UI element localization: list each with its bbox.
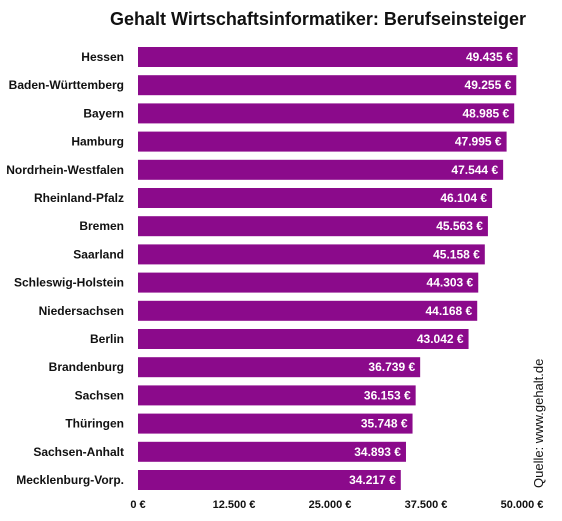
- bar-value-label: 44.168 €: [425, 304, 472, 318]
- bar: [138, 357, 421, 378]
- x-axis-ticks: 0 € 12.500 € 25.000 € 37.500 € 50.000 €: [130, 499, 543, 511]
- category-label: Berlin: [90, 332, 124, 346]
- bar: [138, 216, 488, 237]
- category-label: Saarland: [73, 247, 124, 261]
- bar-value-label: 47.544 €: [451, 163, 498, 177]
- category-label: Baden-Württemberg: [9, 78, 124, 92]
- category-label: Nordrhein-Westfalen: [6, 163, 124, 177]
- bar: [138, 103, 515, 124]
- bar-value-label: 36.153 €: [364, 388, 411, 402]
- bar: [138, 385, 416, 406]
- bar: [138, 413, 413, 434]
- bars-group: Hessen 49.435 € Baden-Württemberg 49.255 € B…: [6, 47, 518, 490]
- bar-value-label: 45.563 €: [436, 219, 483, 233]
- bar-value-label: 36.739 €: [368, 360, 415, 374]
- bar-value-label: 34.217 €: [349, 473, 396, 487]
- bar-value-label: 48.985 €: [462, 106, 509, 120]
- source-note: Quelle: www.gehalt.de: [531, 359, 546, 488]
- bar: [138, 470, 401, 490]
- category-label: Schleswig-Holstein: [14, 276, 124, 290]
- x-tick-label: 0 €: [130, 499, 145, 511]
- bar: [138, 300, 478, 321]
- bar: [138, 159, 504, 180]
- bar-value-label: 47.995 €: [455, 135, 502, 149]
- bar: [138, 188, 493, 208]
- bar: [138, 47, 518, 67]
- bar: [138, 75, 517, 96]
- bar-value-label: 45.158 €: [433, 247, 480, 261]
- category-label: Brandenburg: [49, 360, 124, 374]
- bar: [138, 272, 479, 293]
- category-label: Rheinland-Pfalz: [34, 191, 124, 205]
- category-label: Sachsen: [75, 388, 124, 402]
- bar-value-label: 43.042 €: [417, 332, 464, 346]
- bar-value-label: 35.748 €: [361, 417, 408, 431]
- bar-value-label: 49.435 €: [466, 50, 513, 64]
- bar: [138, 329, 469, 349]
- bar-value-label: 44.303 €: [427, 276, 474, 290]
- category-label: Sachsen-Anhalt: [33, 445, 124, 459]
- bar: [138, 441, 406, 462]
- category-label: Hessen: [81, 50, 124, 64]
- bar-value-label: 49.255 €: [465, 78, 512, 92]
- chart-title: Gehalt Wirtschaftsinformatiker: Berufsei…: [110, 9, 526, 29]
- bar: [138, 244, 485, 265]
- category-label: Niedersachsen: [39, 304, 124, 318]
- category-label: Hamburg: [71, 135, 124, 149]
- category-label: Bremen: [79, 219, 124, 233]
- bar-value-label: 34.893 €: [354, 445, 401, 459]
- bar: [138, 131, 507, 152]
- x-tick-label: 37.500 €: [405, 499, 448, 511]
- x-tick-label: 12.500 €: [213, 499, 256, 511]
- category-label: Bayern: [83, 106, 124, 120]
- bar-value-label: 46.104 €: [440, 191, 487, 205]
- category-label: Thüringen: [65, 417, 124, 431]
- x-tick-label: 25.000 €: [309, 499, 352, 511]
- x-tick-label: 50.000 €: [501, 499, 544, 511]
- category-label: Mecklenburg-Vorp.: [16, 473, 124, 487]
